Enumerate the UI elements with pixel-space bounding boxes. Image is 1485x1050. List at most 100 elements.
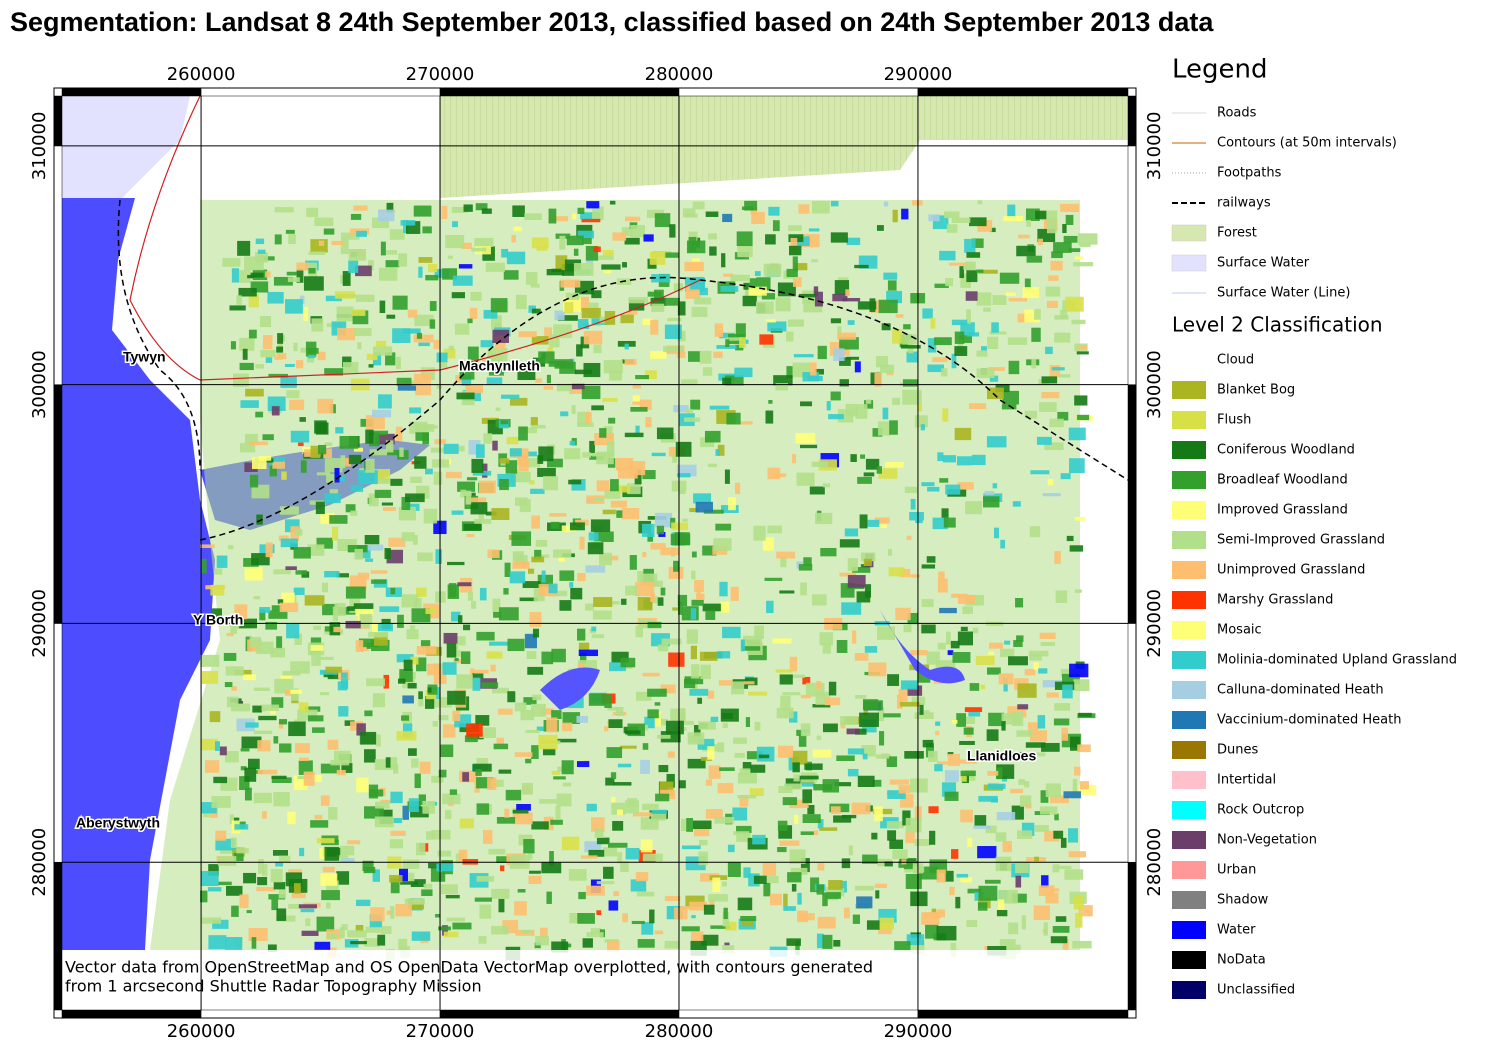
land-patch [1019,795,1032,807]
land-patch [654,930,664,935]
land-patch [978,885,998,901]
land-patch [751,211,765,224]
land-patch [410,476,423,483]
land-patch [826,401,831,411]
land-patch [732,807,748,821]
land-patch [528,875,542,885]
land-patch [673,283,684,292]
land-patch [630,406,648,412]
land-patch [483,433,493,444]
land-patch [1077,744,1091,753]
land-patch [471,601,477,609]
land-patch [282,670,301,676]
land-patch [967,888,982,894]
land-patch [1078,784,1097,795]
frame-segment [1127,384,1137,624]
land-patch [892,209,898,223]
land-patch [934,764,943,772]
land-patch [240,748,250,752]
land-patch [1054,813,1059,821]
land-patch [1062,223,1067,234]
land-patch [810,362,817,376]
land-patch [776,707,794,719]
land-patch [408,798,419,813]
land-patch [463,624,471,631]
land-patch [742,762,752,770]
land-patch [380,799,392,804]
land-patch [665,297,680,306]
land-patch [557,738,577,743]
frame-segment [61,1009,202,1019]
land-patch [795,432,816,444]
land-patch [479,904,492,919]
land-patch [270,647,286,658]
land-patch [473,669,489,674]
land-patch [244,433,258,444]
land-patch [277,599,284,604]
land-patch [699,287,708,296]
land-patch [616,510,623,518]
land-patch [457,582,472,587]
land-patch [790,867,808,875]
land-patch [574,369,592,375]
land-patch [700,757,712,761]
land-patch [279,719,288,725]
land-patch [255,238,265,245]
land-patch [899,568,911,578]
land-patch [389,229,405,240]
land-patch [531,237,549,249]
land-patch [875,890,880,899]
legend-label: Urban [1217,863,1256,878]
land-patch [285,872,303,887]
land-patch [1018,779,1025,785]
land-patch [717,742,725,753]
surface-water [62,96,190,200]
land-patch [334,467,340,483]
land-patch [676,352,686,358]
land-patch [514,702,527,712]
land-patch [412,534,418,545]
land-patch [723,907,728,920]
land-patch [1079,781,1089,790]
land-patch [972,627,979,634]
land-patch [714,323,724,337]
land-patch [828,414,844,420]
land-patch [767,321,787,332]
land-patch [862,753,868,760]
land-patch [584,841,602,853]
land-patch [582,938,593,948]
land-patch [260,349,276,358]
land-patch [1041,376,1058,384]
land-patch [978,795,998,802]
land-patch [557,315,578,321]
land-patch [201,917,222,924]
land-patch [991,322,999,333]
land-patch [483,309,498,319]
land-patch [708,894,728,902]
land-patch [959,335,973,343]
land-patch [230,623,238,634]
land-patch [298,442,304,447]
land-patch [814,368,824,375]
land-patch [936,925,957,941]
land-patch [281,471,287,480]
land-patch [1029,654,1042,661]
land-patch [409,421,428,434]
land-patch [837,277,849,282]
land-patch [208,864,219,876]
land-patch [481,682,499,688]
land-patch [785,778,801,789]
land-patch [1072,940,1092,949]
land-patch [1077,345,1088,349]
land-patch [604,311,616,325]
land-patch [277,341,283,351]
land-patch [347,840,361,845]
land-patch [427,684,438,695]
land-patch [529,612,542,627]
land-patch [265,357,273,363]
land-patch [642,672,660,677]
land-patch [727,844,735,853]
land-patch [576,344,583,357]
land-patch [650,297,667,306]
